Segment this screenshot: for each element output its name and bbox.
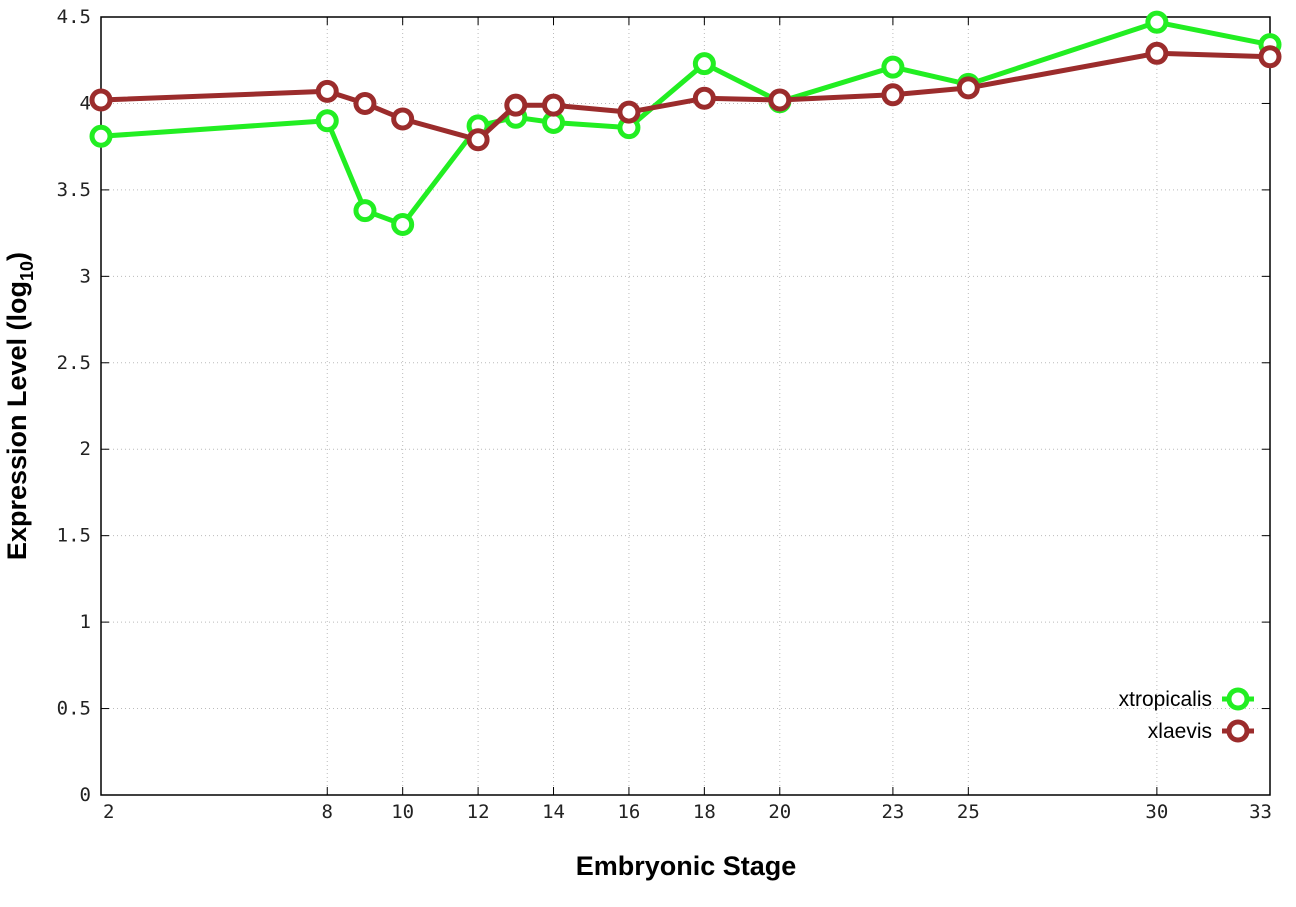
axis-ticks: 0 0.5 1 1.5 2 2.5 3 3.5 4 4.5 2 8 10 12 14 16 18 20 23 25 30… (57, 6, 1272, 823)
data-point (315, 109, 339, 133)
x-tick-label: 18 (693, 801, 716, 823)
legend-marker (1226, 719, 1250, 743)
y-tick-label: 4.5 (57, 6, 91, 28)
legend: xtropicalis xlaevis (1119, 687, 1254, 743)
data-point (881, 83, 905, 107)
x-tick-label: 10 (391, 801, 414, 823)
data-point (692, 86, 716, 110)
legend-label: xlaevis (1148, 720, 1212, 743)
plot-frame (100, 16, 1271, 796)
data-point (542, 93, 566, 117)
legend-label: xtropicalis (1119, 688, 1212, 711)
data-point (353, 199, 377, 223)
x-axis-title: Embryonic Stage (576, 851, 797, 881)
data-point (391, 212, 415, 236)
legend-item-xtropicalis: xtropicalis (1119, 687, 1254, 711)
x-tick-label: 33 (1249, 801, 1272, 823)
y-tick-label: 0.5 (57, 698, 91, 720)
series-line-xtropicalis (100, 19, 1271, 227)
series-layer (89, 10, 1282, 236)
data-point (1258, 45, 1282, 69)
data-point (353, 91, 377, 115)
data-point (504, 93, 528, 117)
y-axis-title-main: Expression Level (log (2, 281, 32, 560)
y-tick-label: 2 (80, 438, 91, 460)
data-point (956, 76, 980, 100)
data-point (89, 88, 113, 112)
data-point (315, 79, 339, 103)
data-point (1145, 10, 1169, 34)
y-tick-label: 1.5 (57, 525, 91, 547)
x-tick-label: 12 (467, 801, 490, 823)
series-xlaevis (89, 41, 1282, 152)
y-axis-title: Expression Level (log10) (2, 252, 37, 560)
series-xtropicalis (89, 10, 1282, 236)
x-tick-label: 30 (1145, 801, 1168, 823)
y-tick-label: 0 (80, 784, 91, 806)
series-line-xlaevis (100, 50, 1271, 143)
legend-marker (1226, 687, 1250, 711)
x-tick-label: 8 (322, 801, 333, 823)
data-point (391, 107, 415, 131)
data-point (768, 88, 792, 112)
x-tick-label: 14 (542, 801, 565, 823)
grid-lines (101, 17, 1270, 795)
y-tick-label: 3 (80, 265, 91, 287)
x-tick-label: 20 (768, 801, 791, 823)
y-tick-label: 2.5 (57, 352, 91, 374)
data-point (466, 128, 490, 152)
y-axis-title-subscript: 10 (17, 261, 37, 281)
x-tick-label: 23 (881, 801, 904, 823)
y-tick-label: 1 (80, 611, 91, 633)
y-axis-title-close: ) (2, 252, 32, 261)
x-tick-label: 2 (103, 801, 114, 823)
data-point (617, 100, 641, 124)
legend-item-xlaevis: xlaevis (1148, 719, 1254, 743)
y-tick-label: 4 (80, 92, 91, 114)
y-tick-label: 3.5 (57, 179, 91, 201)
x-tick-label: 25 (957, 801, 980, 823)
x-tick-label: 16 (617, 801, 640, 823)
data-point (89, 124, 113, 148)
data-point (1145, 41, 1169, 65)
data-point (881, 55, 905, 79)
data-point (692, 52, 716, 76)
